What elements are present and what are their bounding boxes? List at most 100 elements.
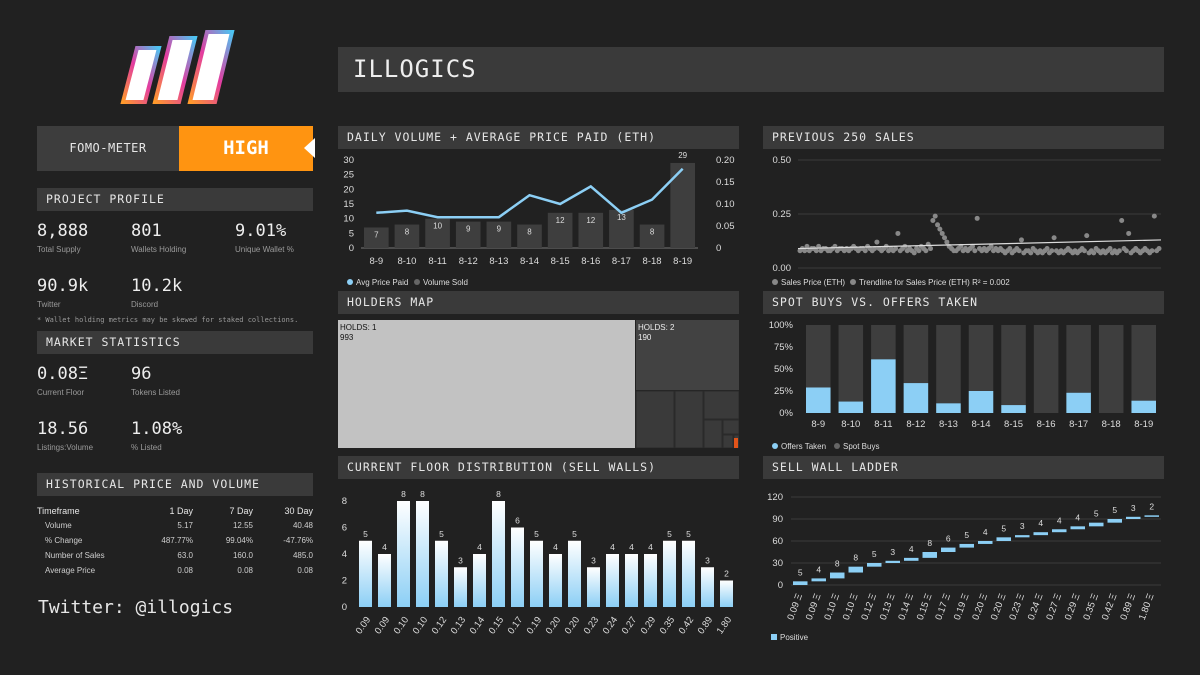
sale-point (813, 248, 819, 254)
spot-buys-bar (871, 325, 896, 360)
spot-buys-bar (1066, 325, 1091, 393)
x-tick-label: 0.12 (430, 615, 450, 636)
twitter-handle[interactable]: Twitter: @illogics (38, 597, 234, 618)
offers-taken-bar (936, 403, 961, 413)
table-row: Number of Sales 63.0 160.0 485.0 (45, 551, 313, 560)
ladder-step (885, 560, 900, 563)
sale-point (862, 248, 868, 254)
volume-data-label: 12 (556, 216, 565, 225)
ladder-step (1015, 535, 1030, 538)
stat-unique-wallet: 9.01% Unique Wallet % (235, 221, 294, 254)
step-data-label: 3 (1020, 521, 1025, 531)
offers-taken-bar (1131, 400, 1156, 413)
step-data-label: 2 (1149, 501, 1154, 511)
sale-point (944, 239, 950, 245)
sale-point (1051, 235, 1057, 241)
treemap-cell (703, 390, 739, 420)
step-data-label: 8 (927, 538, 932, 548)
volume-data-label: 13 (617, 213, 626, 222)
sale-point (874, 239, 880, 245)
sale-point (935, 222, 941, 228)
legend-dot (772, 443, 778, 449)
x-tick-label: 8-10 (841, 419, 860, 430)
ladder-step (959, 543, 974, 548)
bar-data-label: 4 (477, 542, 482, 552)
sell-wall-bar (473, 554, 486, 607)
x-tick-label: 0.42 (677, 615, 697, 636)
spot-buys-heading: SPOT BUYS VS. OFFERS TAKEN (763, 291, 1164, 314)
sell-wall-bar (644, 554, 657, 607)
offers-taken-bar (1066, 392, 1091, 413)
x-tick-label: 8-19 (673, 256, 692, 267)
sell-wall-ladder-chart: 0 30 60 90 120 5 0.09 Ξ 4 0.09 Ξ 8 0.10 Ξ 8 0.10 Ξ 5 0… (767, 492, 1161, 642)
x-tick-label: 0.15 (487, 615, 507, 636)
holders-map-heading: HOLDERS MAP (338, 291, 739, 314)
x-tick-label: 0.23 Ξ (1007, 592, 1027, 621)
volume-bar (455, 221, 481, 248)
bar-data-label: 4 (629, 542, 634, 552)
volume-data-label: 29 (678, 152, 687, 160)
x-tick-label: 8-9 (811, 419, 825, 430)
sale-point (1081, 248, 1087, 254)
sell-wall-bar (625, 554, 638, 607)
ladder-step (1070, 526, 1085, 530)
sale-point (932, 213, 938, 219)
spot-buys-bar (1001, 325, 1026, 406)
x-tick-label: 8-19 (1134, 419, 1153, 430)
volume-data-label: 7 (374, 230, 379, 239)
legend-dot (834, 443, 840, 449)
trendline (797, 239, 1162, 250)
bar-data-label: 2 (724, 569, 729, 579)
x-tick-label: 0.14 Ξ (896, 592, 916, 621)
x-tick-label: 8-18 (1102, 419, 1121, 430)
y-tick-label: 20 (343, 184, 354, 195)
stat-percent-listed: 1.08% % Listed (131, 419, 183, 452)
sale-point (1016, 248, 1022, 254)
bar-data-label: 4 (648, 542, 653, 552)
x-tick-label: 0.10 Ξ (822, 592, 842, 621)
sale-point (970, 243, 976, 249)
x-tick-label: 8-14 (520, 256, 539, 267)
project-profile-heading: PROJECT PROFILE (37, 188, 313, 211)
treemap-cell (722, 419, 739, 435)
sale-point (1156, 246, 1162, 252)
sell-wall-bar (511, 527, 524, 607)
y-tick-label: 90 (772, 514, 783, 525)
x-tick-label: 0.19 (525, 615, 545, 636)
step-data-label: 4 (983, 527, 988, 537)
y-tick-label: 100% (769, 320, 794, 331)
x-tick-label: 0.24 (601, 615, 621, 636)
daily-volume-chart: 0 5 10 15 20 25 30 0 0.05 0.10 0.15 0.20 7 8-9 8 8-10 10… (343, 152, 735, 287)
volume-data-label: 9 (497, 225, 502, 234)
x-tick-label: 0.10 Ξ (841, 592, 861, 621)
ladder-step (1089, 522, 1104, 527)
ladder-step (811, 578, 826, 582)
ladder-step (941, 547, 956, 552)
x-tick-label: 0.29 (639, 615, 659, 636)
table-row: Volume 5.17 12.55 40.48 (45, 521, 313, 530)
ladder-step (867, 563, 882, 567)
y2-tick-label: 0.20 (716, 155, 735, 166)
sale-point (895, 230, 901, 236)
spot-buys-bar (968, 325, 994, 391)
volume-data-label: 10 (433, 222, 442, 231)
spot-buys-bar (1098, 325, 1124, 413)
x-tick-label: 0.27 Ξ (1044, 592, 1064, 621)
step-data-label: 8 (835, 559, 840, 569)
y-tick-label: 0% (779, 408, 793, 419)
sell-wall-bar (416, 501, 429, 607)
y2-tick-label: 0.05 (716, 221, 735, 232)
y-tick-label: 0.50 (773, 155, 792, 166)
y-tick-label: 0 (342, 602, 347, 613)
y-tick-label: 30 (772, 558, 783, 569)
bar-data-label: 5 (534, 529, 539, 539)
offers-taken-bar (838, 401, 864, 413)
x-tick-label: 0.27 (620, 615, 640, 636)
sell-wall-bar (397, 501, 410, 607)
sell-wall-bar (568, 540, 581, 607)
spot-buys-bar (838, 325, 864, 402)
fomo-arrow-icon (304, 138, 315, 158)
step-data-label: 4 (1057, 515, 1062, 525)
ladder-step (1052, 529, 1067, 533)
